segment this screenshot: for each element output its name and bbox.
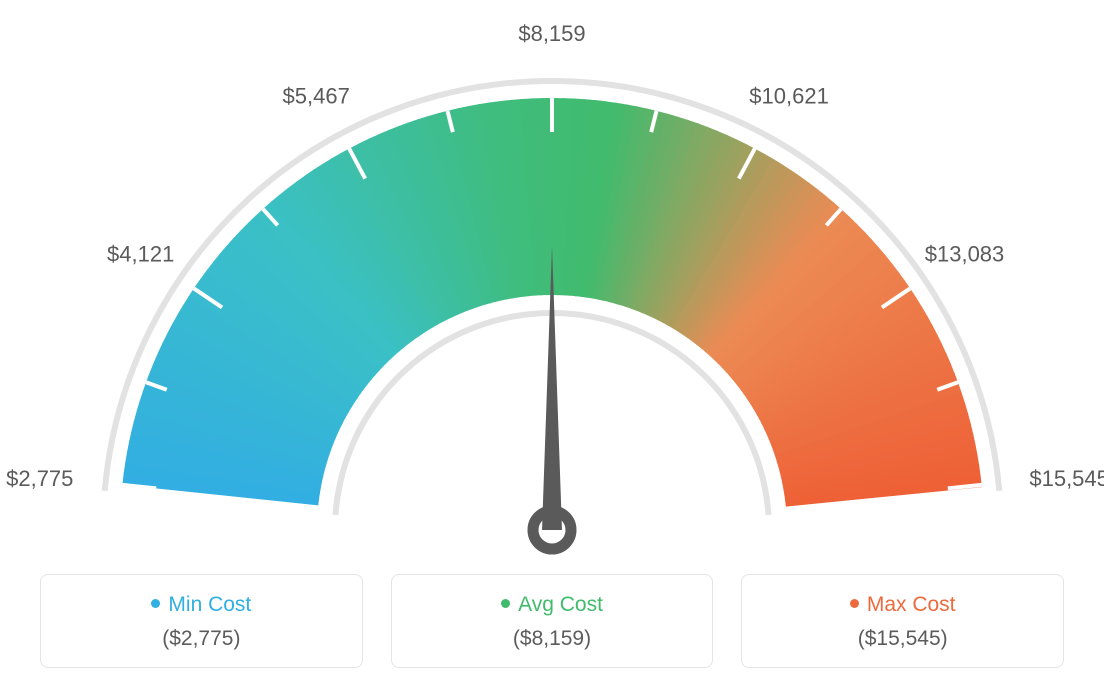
- gauge-tick-label: $13,083: [925, 242, 1005, 268]
- gauge-tick-label: $8,159: [518, 21, 585, 47]
- gauge-tick-label: $4,121: [107, 242, 174, 268]
- legend-title-min: Min Cost: [51, 593, 352, 617]
- gauge-tick-label: $10,621: [749, 84, 829, 110]
- dot-icon: [151, 599, 160, 608]
- legend-label: Min Cost: [168, 593, 251, 616]
- legend-row: Min Cost ($2,775) Avg Cost ($8,159) Max …: [40, 574, 1064, 668]
- legend-value: ($2,775): [51, 627, 352, 651]
- gauge-tick-label: $15,545: [1029, 466, 1104, 492]
- legend-label: Avg Cost: [518, 593, 603, 616]
- gauge-tick-label: $2,775: [6, 466, 73, 492]
- legend-card-avg: Avg Cost ($8,159): [391, 574, 714, 668]
- gauge-chart: [0, 0, 1104, 560]
- legend-card-min: Min Cost ($2,775): [40, 574, 363, 668]
- gauge-tick-label: $5,467: [283, 84, 350, 110]
- legend-value: ($8,159): [402, 627, 703, 651]
- legend-card-max: Max Cost ($15,545): [741, 574, 1064, 668]
- cost-gauge-widget: $2,775 $4,121 $5,467 $8,159 $10,621 $13,083 $1…: [0, 0, 1104, 690]
- legend-label: Max Cost: [867, 593, 956, 616]
- legend-value: ($15,545): [752, 627, 1053, 651]
- dot-icon: [850, 599, 859, 608]
- legend-title-max: Max Cost: [752, 593, 1053, 617]
- dot-icon: [501, 599, 510, 608]
- legend-title-avg: Avg Cost: [402, 593, 703, 617]
